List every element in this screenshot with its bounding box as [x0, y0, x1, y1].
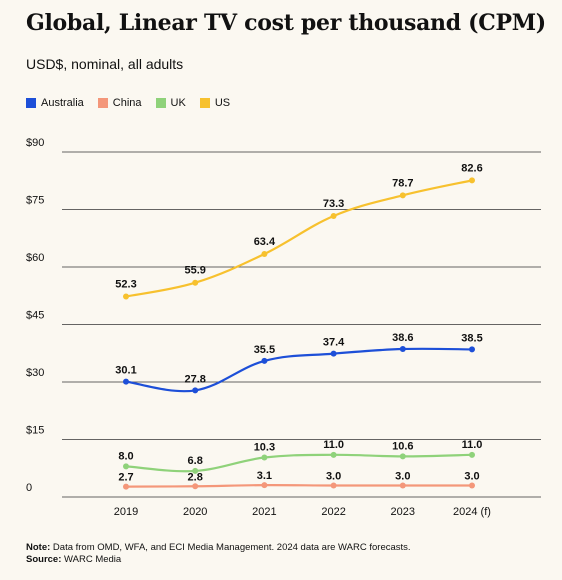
data-point-uk [123, 463, 129, 470]
data-label-uk: 11.0 [323, 439, 344, 451]
x-tick-label: 2023 [391, 506, 415, 518]
data-point-uk [330, 451, 337, 458]
data-point-china [469, 482, 475, 489]
data-label-australia: 38.6 [392, 332, 413, 344]
chart-title: Global, Linear TV cost per thousand (CPM… [26, 10, 546, 36]
legend-item-china[interactable]: China [97, 97, 142, 109]
footer-notes: Note: Data from OMD, WFA, and ECI Media … [26, 542, 411, 566]
data-label-australia: 35.5 [254, 344, 275, 356]
legend-item-australia[interactable]: Australia [26, 97, 84, 109]
source-label: Source: [26, 554, 62, 565]
data-label-uk: 6.8 [188, 455, 203, 467]
x-tick-label: 2024 (f) [453, 506, 491, 518]
data-label-us: 78.7 [392, 177, 413, 189]
data-label-uk: 10.6 [392, 440, 413, 452]
legend-label-uk: UK [170, 97, 186, 109]
data-label-us: 73.3 [323, 198, 344, 210]
y-tick-label: $15 [26, 425, 44, 437]
series-line-uk [125, 453, 473, 473]
data-label-australia: 27.8 [184, 373, 205, 385]
data-label-us: 52.3 [115, 279, 136, 291]
data-point-china [399, 482, 406, 489]
data-point-us [192, 279, 199, 286]
y-tick-label: $30 [26, 367, 44, 379]
data-label-china: 2.8 [188, 471, 203, 483]
source-text: WARC Media [64, 554, 122, 565]
data-label-australia: 37.4 [323, 337, 345, 349]
data-point-australia [330, 350, 337, 357]
data-point-uk [469, 451, 475, 458]
series-line-australia [125, 347, 473, 393]
y-tick-label: 0 [26, 482, 32, 494]
legend-swatch-us [199, 98, 210, 108]
data-label-china: 2.7 [118, 472, 133, 484]
data-point-australia [261, 357, 268, 364]
chart-subtitle: USD$, nominal, all adults [26, 56, 184, 72]
legend-label-us: US [214, 97, 231, 109]
data-label-china: 3.1 [257, 470, 272, 482]
data-point-australia [192, 387, 199, 394]
series-line-us [125, 179, 473, 298]
legend-swatch-uk [155, 98, 166, 108]
source-line: Source: WARC Media [26, 554, 411, 566]
data-point-australia [469, 346, 475, 353]
data-label-uk: 11.0 [462, 439, 483, 451]
x-tick-label: 2020 [183, 506, 207, 518]
data-label-australia: 38.5 [461, 332, 482, 344]
data-label-us: 82.6 [461, 162, 482, 174]
line-chart: 0 $15 $30 $45 $60 $75 $90 2019 2020 2021 2022 2023 2… [26, 137, 541, 518]
data-point-uk [261, 454, 268, 461]
data-point-uk [399, 453, 406, 460]
data-label-china: 3.0 [326, 471, 341, 483]
y-tick-label: $45 [26, 310, 44, 322]
data-label-china: 3.0 [395, 471, 410, 483]
data-point-us [399, 192, 406, 199]
data-point-australia [399, 346, 406, 353]
note-text: Data from OMD, WFA, and ECI Media Manage… [52, 542, 411, 553]
data-point-us [123, 293, 129, 300]
x-tick-label: 2019 [114, 506, 138, 518]
legend: Australia China UK US [26, 97, 230, 109]
legend-label-australia: Australia [41, 97, 84, 109]
data-point-china [330, 482, 337, 489]
legend-item-uk[interactable]: UK [155, 97, 186, 109]
data-label-uk: 8.0 [118, 450, 133, 462]
legend-swatch-australia [26, 98, 36, 108]
legend-item-us[interactable]: US [199, 97, 231, 109]
y-tick-label: $90 [26, 137, 44, 149]
y-tick-label: $75 [26, 195, 44, 207]
legend-label-china: China [112, 97, 142, 109]
data-point-us [261, 250, 268, 257]
note-label: Note: [26, 542, 51, 553]
data-point-china [192, 483, 199, 490]
data-point-australia [123, 378, 129, 385]
series-line-china [125, 483, 472, 488]
data-point-us [469, 177, 475, 184]
data-label-uk: 10.3 [254, 442, 275, 454]
y-tick-label: $60 [26, 252, 44, 264]
data-point-china [123, 483, 129, 490]
data-label-us: 63.4 [254, 236, 276, 248]
data-label-australia: 30.1 [115, 365, 136, 377]
note-line: Note: Data from OMD, WFA, and ECI Media … [26, 542, 411, 554]
data-point-china [261, 482, 268, 489]
data-point-us [330, 213, 337, 220]
x-tick-label: 2021 [252, 506, 276, 518]
legend-swatch-china [97, 98, 108, 108]
data-label-us: 55.9 [184, 265, 205, 277]
data-point-uk [192, 467, 199, 474]
x-tick-label: 2022 [321, 506, 345, 518]
data-label-china: 3.0 [464, 471, 479, 483]
